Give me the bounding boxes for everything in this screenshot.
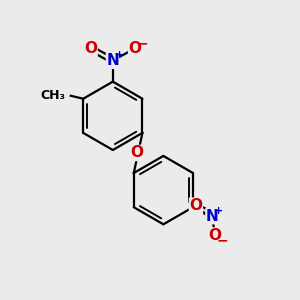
Text: CH₃: CH₃: [40, 89, 65, 102]
Text: O: O: [84, 41, 97, 56]
Text: −: −: [137, 37, 148, 51]
Text: O: O: [129, 41, 142, 56]
Text: N: N: [206, 208, 219, 224]
Text: N: N: [106, 53, 119, 68]
Text: O: O: [189, 198, 203, 213]
Text: O: O: [208, 228, 221, 243]
Text: −: −: [216, 234, 228, 248]
Text: +: +: [115, 50, 124, 60]
Text: O: O: [130, 146, 143, 160]
Text: +: +: [214, 206, 224, 216]
